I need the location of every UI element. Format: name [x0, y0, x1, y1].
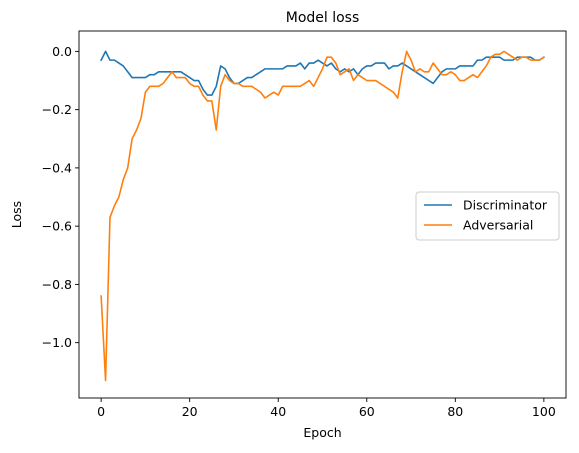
- plot-frame: [78, 30, 567, 399]
- y-axis-label: Loss: [9, 201, 24, 228]
- y-tick-label: −0.8: [42, 277, 72, 292]
- x-axis-label: Epoch: [303, 425, 341, 440]
- series-line-adversarial: [100, 50, 545, 382]
- x-tick-label: 0: [97, 404, 105, 419]
- legend-label-discriminator: Discriminator: [463, 198, 548, 213]
- x-tick-label: 20: [182, 404, 198, 419]
- series-line-discriminator: [100, 50, 545, 96]
- legend: Discriminator Adversarial: [415, 191, 560, 241]
- x-tick-label: 40: [270, 404, 286, 419]
- x-tick-label: 60: [359, 404, 375, 419]
- x-axis: 0 20 40 60 80 100: [97, 398, 556, 419]
- y-tick-label: −0.4: [42, 160, 72, 175]
- y-tick-label: −0.6: [42, 219, 72, 234]
- series-layer: [100, 50, 545, 382]
- y-tick-label: −1.0: [42, 335, 72, 350]
- chart-title: Model loss: [286, 10, 360, 26]
- y-axis: 0.0 −0.2 −0.4 −0.6 −0.8 −1.0: [42, 44, 79, 350]
- x-tick-label: 100: [532, 404, 556, 419]
- legend-box: [415, 191, 560, 241]
- legend-label-adversarial: Adversarial: [463, 218, 533, 233]
- y-tick-label: 0.0: [52, 44, 72, 59]
- x-tick-label: 80: [447, 404, 463, 419]
- y-tick-label: −0.2: [42, 102, 72, 117]
